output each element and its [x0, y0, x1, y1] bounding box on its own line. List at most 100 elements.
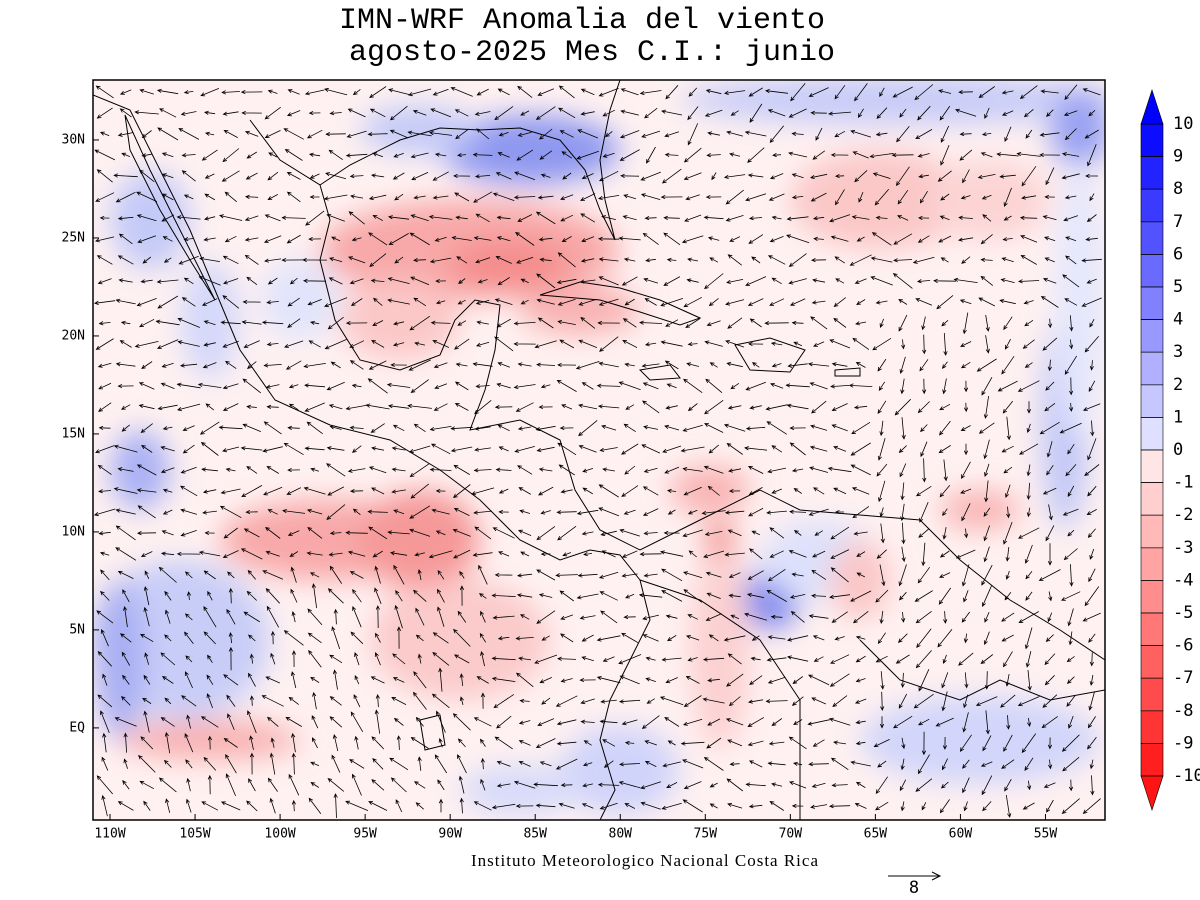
- colorbar-label: -4: [1173, 570, 1193, 590]
- colorbar-label: 5: [1173, 277, 1183, 297]
- wind-vector: [835, 189, 845, 206]
- wind-vector: [999, 174, 1016, 179]
- wind-vector: [246, 151, 258, 159]
- wind-vector: [919, 501, 929, 523]
- wind-vector: [513, 384, 536, 390]
- wind-vector: [345, 404, 368, 411]
- wind-vector: [813, 341, 825, 347]
- colorbar-box: [1140, 286, 1164, 320]
- wind-vector: [829, 214, 851, 223]
- wind-vector: [228, 587, 233, 604]
- wind-vector: [387, 277, 410, 284]
- wind-vector: [223, 129, 238, 138]
- wind-vector: [197, 382, 222, 388]
- wind-vector: [1044, 236, 1056, 242]
- wind-vector: [310, 782, 320, 788]
- wind-vector: [267, 89, 278, 94]
- wind-vector: [877, 358, 887, 372]
- wind-vector: [1022, 339, 1035, 349]
- wind-vector: [184, 631, 194, 645]
- wind-vector: [164, 697, 172, 705]
- wind-vector: [122, 589, 130, 603]
- wind-vector: [539, 761, 552, 767]
- wind-vector: [727, 405, 742, 410]
- wind-vector: [345, 320, 368, 326]
- wind-vector: [915, 650, 932, 669]
- wind-vector: [142, 697, 152, 704]
- wind-vector: [556, 278, 577, 285]
- wind-vector: [160, 446, 175, 452]
- wind-vector: [1063, 215, 1079, 222]
- wind-vector: [938, 587, 952, 605]
- wind-vector: [324, 297, 348, 308]
- wind-vector: [664, 466, 680, 474]
- wind-vector: [921, 802, 927, 811]
- wind-vector: [431, 508, 450, 515]
- wind-vector: [432, 171, 449, 181]
- wind-vector: [581, 236, 595, 243]
- wind-vector: [1082, 403, 1101, 411]
- wind-vector: [113, 487, 138, 494]
- wind-vector: [964, 672, 969, 689]
- wind-vector: [1068, 715, 1074, 729]
- wind-vector: [1019, 85, 1038, 99]
- wind-vector: [872, 337, 892, 351]
- wind-vector: [142, 256, 152, 264]
- wind-vector: [915, 778, 933, 792]
- wind-vector: [768, 741, 785, 746]
- wind-vector: [435, 488, 446, 494]
- wind-vector: [333, 793, 338, 819]
- wind-vector: [302, 257, 327, 262]
- wind-vector: [683, 781, 702, 790]
- wind-vector: [143, 674, 151, 685]
- wind-vector: [452, 484, 471, 499]
- wind-vector: [222, 403, 239, 411]
- wind-vector: [518, 656, 532, 661]
- wind-vector: [331, 236, 341, 242]
- wind-vector: [704, 423, 724, 433]
- wind-vector: [810, 424, 828, 431]
- wind-vector: [960, 361, 971, 369]
- wind-vector: [375, 632, 381, 643]
- wind-vector: [472, 152, 493, 157]
- wind-vector: [429, 467, 452, 472]
- wind-vector: [472, 362, 493, 367]
- wind-vector: [980, 257, 993, 262]
- wind-vector: [353, 694, 361, 708]
- wind-vector: [100, 590, 110, 601]
- wind-vector: [537, 195, 554, 200]
- wind-vector: [641, 363, 660, 368]
- wind-vector: [683, 172, 702, 181]
- wind-vector: [848, 383, 873, 388]
- wind-vector: [1088, 691, 1095, 711]
- wind-vector: [393, 509, 405, 515]
- x-tick-label: 80W: [609, 827, 633, 842]
- wind-vector: [473, 510, 492, 515]
- wind-vector: [1045, 381, 1055, 391]
- wind-vector: [1039, 152, 1060, 158]
- wind-vector: [1089, 360, 1094, 371]
- wind-vector: [519, 509, 531, 514]
- wind-vector: [1024, 362, 1033, 368]
- wind-vector: [1088, 568, 1096, 583]
- wind-vector: [855, 741, 866, 746]
- wind-vector: [474, 447, 491, 452]
- wind-vector: [962, 712, 969, 733]
- wind-vector: [642, 382, 659, 390]
- wind-vector: [479, 738, 486, 747]
- wind-vector: [983, 525, 990, 542]
- wind-vector: [309, 320, 320, 325]
- wind-vector: [856, 572, 865, 578]
- wind-vector: [224, 235, 237, 243]
- wind-vector: [1047, 543, 1053, 566]
- wind-vector: [1022, 802, 1035, 810]
- wind-vector: [1081, 297, 1102, 307]
- wind-vector: [879, 420, 884, 437]
- wind-vector: [118, 233, 133, 245]
- wind-vector: [349, 278, 364, 285]
- wind-vector: [265, 676, 280, 684]
- wind-vector: [789, 298, 806, 306]
- wind-vector: [498, 132, 509, 137]
- wind-vector: [394, 256, 404, 264]
- wind-vector: [309, 572, 320, 578]
